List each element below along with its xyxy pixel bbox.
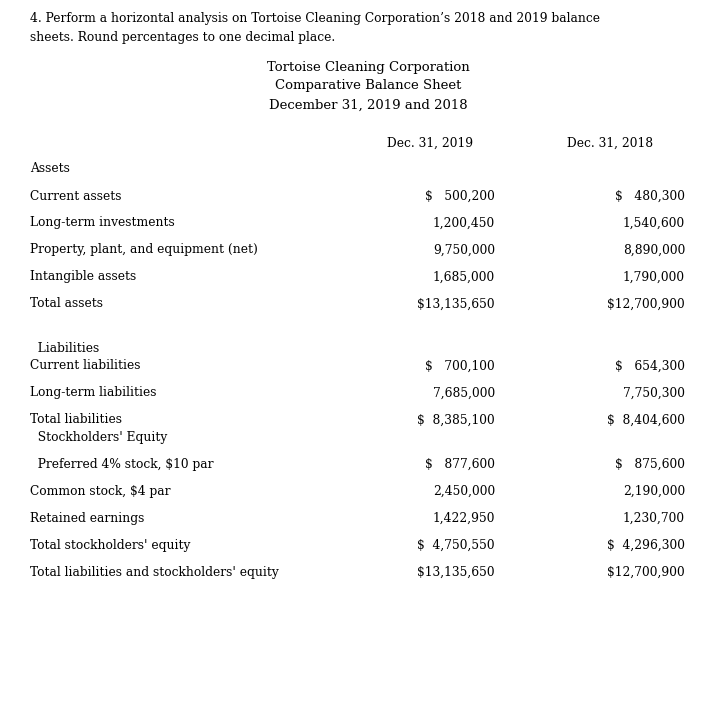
Text: 1,790,000: 1,790,000: [623, 271, 685, 284]
Text: Common stock, $4 par: Common stock, $4 par: [30, 485, 170, 498]
Text: Intangible assets: Intangible assets: [30, 271, 136, 284]
Text: Retained earnings: Retained earnings: [30, 512, 144, 525]
Text: December 31, 2019 and 2018: December 31, 2019 and 2018: [269, 98, 467, 111]
Text: $12,700,900: $12,700,900: [607, 297, 685, 310]
Text: Current assets: Current assets: [30, 190, 121, 202]
Text: Dec. 31, 2018: Dec. 31, 2018: [567, 136, 653, 149]
Text: Total assets: Total assets: [30, 297, 103, 310]
Text: $  8,385,100: $ 8,385,100: [417, 414, 495, 426]
Text: $13,135,650: $13,135,650: [417, 566, 495, 579]
Text: 1,200,450: 1,200,450: [433, 217, 495, 230]
Text: 8,890,000: 8,890,000: [622, 243, 685, 256]
Text: $13,135,650: $13,135,650: [417, 297, 495, 310]
Text: $12,700,900: $12,700,900: [607, 566, 685, 579]
Text: Dec. 31, 2019: Dec. 31, 2019: [387, 136, 473, 149]
Text: Preferred 4% stock, $10 par: Preferred 4% stock, $10 par: [30, 458, 213, 471]
Text: $   875,600: $ 875,600: [615, 458, 685, 471]
Text: Tortoise Cleaning Corporation: Tortoise Cleaning Corporation: [267, 60, 469, 73]
Text: Stockholders' Equity: Stockholders' Equity: [30, 431, 168, 444]
Text: $  4,750,550: $ 4,750,550: [417, 539, 495, 552]
Text: Current liabilities: Current liabilities: [30, 360, 140, 373]
Text: Assets: Assets: [30, 162, 70, 175]
Text: $   480,300: $ 480,300: [615, 190, 685, 202]
Text: $   654,300: $ 654,300: [615, 360, 685, 373]
Text: 1,685,000: 1,685,000: [433, 271, 495, 284]
Text: Long-term liabilities: Long-term liabilities: [30, 386, 156, 399]
Text: 7,750,300: 7,750,300: [623, 386, 685, 399]
Text: Total stockholders' equity: Total stockholders' equity: [30, 539, 190, 552]
Text: $   700,100: $ 700,100: [425, 360, 495, 373]
Text: Total liabilities and stockholders' equity: Total liabilities and stockholders' equi…: [30, 566, 279, 579]
Text: 1,230,700: 1,230,700: [623, 512, 685, 525]
Text: 2,190,000: 2,190,000: [622, 485, 685, 498]
Text: 1,540,600: 1,540,600: [622, 217, 685, 230]
Text: 1,422,950: 1,422,950: [433, 512, 495, 525]
Text: 4. Perform a horizontal analysis on Tortoise Cleaning Corporation’s 2018 and 201: 4. Perform a horizontal analysis on Tort…: [30, 12, 600, 25]
Text: sheets. Round percentages to one decimal place.: sheets. Round percentages to one decimal…: [30, 30, 335, 44]
Text: Total liabilities: Total liabilities: [30, 414, 122, 426]
Text: 2,450,000: 2,450,000: [433, 485, 495, 498]
Text: $  4,296,300: $ 4,296,300: [607, 539, 685, 552]
Text: Liabilities: Liabilities: [30, 342, 99, 355]
Text: $  8,404,600: $ 8,404,600: [607, 414, 685, 426]
Text: 9,750,000: 9,750,000: [433, 243, 495, 256]
Text: $   877,600: $ 877,600: [425, 458, 495, 471]
Text: 7,685,000: 7,685,000: [433, 386, 495, 399]
Text: Long-term investments: Long-term investments: [30, 217, 175, 230]
Text: $   500,200: $ 500,200: [425, 190, 495, 202]
Text: Property, plant, and equipment (net): Property, plant, and equipment (net): [30, 243, 258, 256]
Text: Comparative Balance Sheet: Comparative Balance Sheet: [275, 80, 461, 93]
